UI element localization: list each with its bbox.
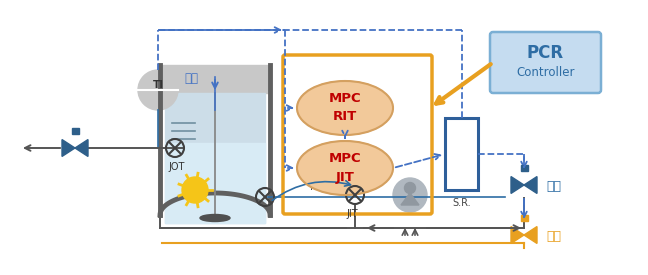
Text: JIT: JIT [336, 170, 354, 183]
FancyBboxPatch shape [490, 32, 601, 93]
Ellipse shape [297, 141, 393, 195]
Circle shape [138, 70, 178, 110]
Text: PCR: PCR [527, 43, 564, 62]
Bar [165, 93, 265, 223]
Text: MPC: MPC [329, 92, 362, 106]
Circle shape [393, 178, 427, 212]
Bar [520, 165, 527, 171]
Bar [165, 143, 265, 223]
Polygon shape [62, 139, 75, 156]
Bar [71, 128, 78, 134]
Circle shape [404, 183, 415, 194]
Text: RIT: RIT [333, 111, 357, 123]
Text: RIT: RIT [307, 170, 322, 180]
Ellipse shape [200, 214, 230, 221]
Text: 冷媒: 冷媒 [546, 180, 561, 192]
Polygon shape [524, 177, 537, 193]
Ellipse shape [297, 81, 393, 135]
Text: RIT: RIT [310, 182, 326, 192]
Bar [160, 65, 270, 93]
Bar [520, 215, 527, 221]
Text: TI: TI [152, 80, 163, 90]
Text: S.R.: S.R. [452, 198, 471, 208]
Text: MPC: MPC [329, 153, 362, 166]
Polygon shape [511, 177, 524, 193]
Text: JOT: JOT [169, 162, 185, 172]
Polygon shape [524, 227, 537, 243]
Text: 熱媒: 熱媒 [546, 230, 561, 243]
Circle shape [182, 177, 208, 203]
Polygon shape [401, 193, 419, 205]
Text: 原料: 原料 [184, 72, 198, 84]
Polygon shape [75, 139, 88, 156]
Text: JIT: JIT [346, 209, 358, 219]
Polygon shape [511, 227, 524, 243]
Text: Controller: Controller [516, 66, 575, 79]
Bar [445, 118, 478, 190]
